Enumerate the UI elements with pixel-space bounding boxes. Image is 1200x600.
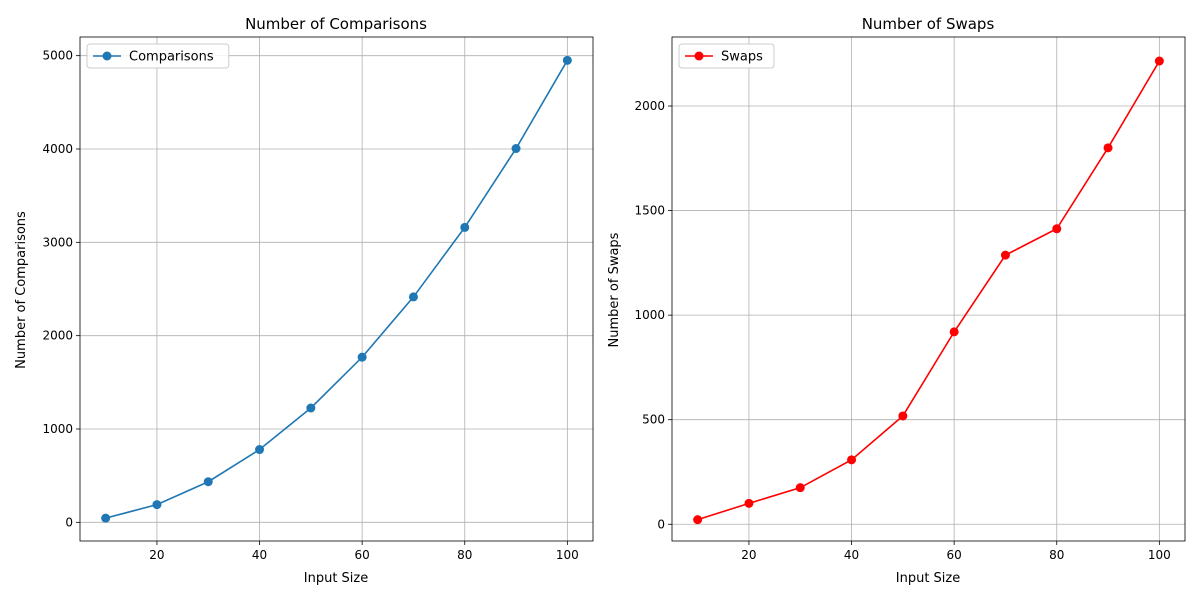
- data-point: [306, 403, 316, 413]
- x-tick-label: 100: [1148, 548, 1171, 562]
- x-tick-label: 100: [556, 548, 579, 562]
- legend-label: Swaps: [721, 50, 763, 65]
- x-tick-label: 60: [947, 548, 962, 562]
- x-tick-label: 80: [1049, 548, 1064, 562]
- chart-title: Number of Comparisons: [245, 15, 427, 33]
- chart-title: Number of Swaps: [862, 15, 995, 33]
- legend-box: [678, 43, 775, 69]
- y-tick-label: 500: [642, 413, 665, 427]
- data-point: [847, 455, 857, 465]
- data-point: [152, 500, 162, 510]
- y-tick-label: 2000: [634, 99, 665, 113]
- series-line: [697, 60, 1161, 521]
- x-tick-label: 60: [355, 548, 370, 562]
- data-point: [255, 445, 265, 455]
- data-point: [949, 327, 959, 337]
- y-tick-label: 3000: [42, 235, 73, 249]
- legend-box: [86, 43, 230, 69]
- data-point: [1052, 224, 1062, 234]
- y-tick-label: 4000: [42, 142, 73, 156]
- legend-marker: [102, 51, 112, 61]
- data-point: [408, 292, 418, 302]
- grid: [80, 37, 593, 541]
- x-tick-label: 80: [457, 548, 472, 562]
- legend-marker: [694, 51, 704, 61]
- swaps-chart: Number of Swaps Input Size Number of Swa…: [607, 15, 1186, 586]
- data-point: [101, 513, 111, 523]
- y-tick-label: 1000: [634, 308, 665, 322]
- data-point: [744, 498, 754, 508]
- data-point: [1000, 250, 1010, 260]
- grid: [672, 37, 1185, 541]
- data-point: [460, 222, 470, 232]
- series-line: [105, 59, 569, 519]
- series-group: [693, 56, 1164, 525]
- x-axis-title: Input Size: [304, 571, 368, 586]
- data-point: [511, 144, 521, 154]
- legend-label: Comparisons: [129, 50, 214, 65]
- x-tick-label: 40: [252, 548, 267, 562]
- plot-frame: [79, 36, 594, 542]
- y-axis-title: Number of Comparisons: [14, 211, 29, 369]
- data-point: [203, 477, 213, 487]
- y-tick-label: 5000: [42, 49, 73, 63]
- comparisons-chart: Number of Comparisons Input Size Number …: [14, 15, 594, 586]
- series-group: [101, 55, 572, 523]
- data-point: [562, 55, 572, 65]
- y-tick-label: 0: [65, 515, 73, 529]
- data-point: [1154, 56, 1164, 66]
- x-tick-label: 20: [741, 548, 756, 562]
- data-point: [795, 483, 805, 493]
- x-tick-label: 40: [844, 548, 859, 562]
- y-axis-title: Number of Swaps: [607, 232, 622, 347]
- y-tick-label: 1500: [634, 204, 665, 218]
- data-point: [693, 515, 703, 525]
- x-axis-title: Input Size: [896, 571, 960, 586]
- x-tick-label: 20: [149, 548, 164, 562]
- y-tick-label: 1000: [42, 422, 73, 436]
- data-point: [898, 411, 908, 421]
- data-point: [357, 352, 367, 362]
- legend: Swaps: [678, 43, 775, 69]
- y-tick-label: 2000: [42, 329, 73, 343]
- plot-frame: [671, 36, 1186, 542]
- y-tick-label: 0: [657, 517, 665, 531]
- data-point: [1103, 143, 1113, 153]
- legend: Comparisons: [86, 43, 230, 69]
